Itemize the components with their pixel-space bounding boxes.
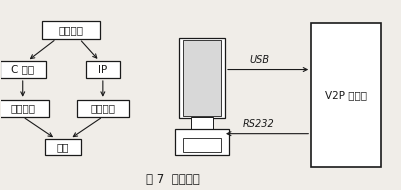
Text: 比较: 比较: [57, 142, 69, 152]
Text: C 程序: C 程序: [11, 65, 34, 74]
FancyBboxPatch shape: [190, 117, 213, 129]
Text: RS232: RS232: [243, 119, 274, 129]
FancyBboxPatch shape: [174, 129, 229, 155]
FancyBboxPatch shape: [77, 100, 129, 117]
FancyBboxPatch shape: [182, 138, 221, 152]
Text: V2P 目标板: V2P 目标板: [324, 90, 366, 100]
FancyBboxPatch shape: [85, 61, 119, 78]
Text: 串口返回: 串口返回: [90, 103, 115, 113]
FancyBboxPatch shape: [45, 139, 81, 155]
FancyBboxPatch shape: [0, 100, 49, 117]
Text: 图像数据: 图像数据: [58, 25, 83, 35]
Text: IP: IP: [98, 65, 107, 74]
FancyBboxPatch shape: [42, 21, 99, 39]
FancyBboxPatch shape: [178, 38, 225, 118]
FancyBboxPatch shape: [0, 61, 46, 78]
FancyBboxPatch shape: [310, 23, 380, 167]
FancyBboxPatch shape: [182, 40, 221, 116]
Text: 执行结果: 执行结果: [10, 103, 35, 113]
Text: USB: USB: [248, 55, 269, 65]
Text: 图 7  验证流程: 图 7 验证流程: [146, 173, 199, 185]
